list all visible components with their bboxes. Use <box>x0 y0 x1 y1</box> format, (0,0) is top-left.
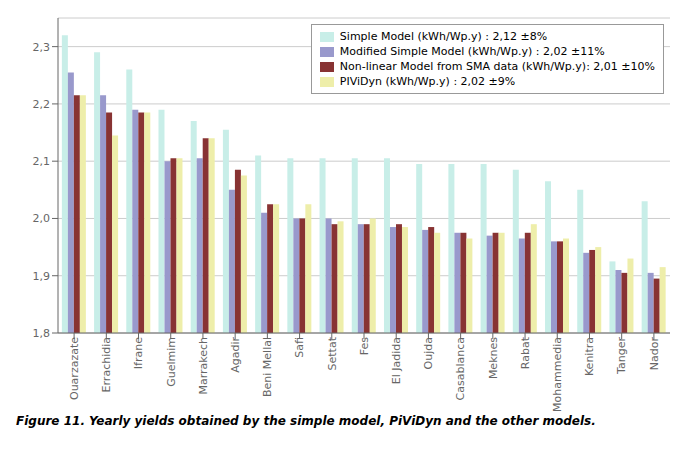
svg-text:Rabat: Rabat <box>519 336 532 369</box>
svg-text:1,9: 1,9 <box>33 270 51 283</box>
svg-text:Casablanca: Casablanca <box>454 337 467 400</box>
svg-text:Ouarzazate: Ouarzazate <box>68 337 81 400</box>
svg-text:Ifrane: Ifrane <box>132 337 145 369</box>
html-text:Figure 11. Yearly yields obtai: Figure 11. Yearly yields obtained by the… <box>16 414 596 428</box>
html-text:Simple Model (kWh/Wp.y) : 2,12: Simple Model (kWh/Wp.y) : 2,12 ±8% <box>339 30 548 43</box>
svg-text:Settat: Settat <box>326 336 339 370</box>
html-text:PIViDyn (kWh/Wp.y) : 2,02 ±9%: PIViDyn (kWh/Wp.y) : 2,02 ±9% <box>339 75 516 88</box>
svg-text:1,8: 1,8 <box>33 327 51 340</box>
html-text:Non-linear Model from SMA data: Non-linear Model from SMA data (kWh/Wp.y… <box>339 60 655 73</box>
svg-text:2,0: 2,0 <box>33 212 51 225</box>
svg-text:Errachidia: Errachidia <box>100 337 113 392</box>
svg-text:Guelmim: Guelmim <box>165 337 178 387</box>
svg-text:Beni Mellal: Beni Mellal <box>261 337 274 397</box>
svg-text:2,1: 2,1 <box>33 155 51 168</box>
svg-text:Nador: Nador <box>648 337 661 371</box>
svg-text:El Jadida: El Jadida <box>390 337 403 384</box>
svg-text:Kenitra: Kenitra <box>583 337 596 376</box>
svg-text:Oujda: Oujda <box>422 337 435 369</box>
svg-text:2,3: 2,3 <box>33 41 51 54</box>
svg-text:Marrakech: Marrakech <box>197 337 210 395</box>
svg-text:Fes: Fes <box>358 337 371 355</box>
html-text:Modified Simple Model (kWh/Wp.: Modified Simple Model (kWh/Wp.y) : 2,02 … <box>339 45 605 58</box>
svg-text:Meknes: Meknes <box>487 337 500 379</box>
svg-text:2,2: 2,2 <box>33 98 51 111</box>
svg-text:Safi: Safi <box>293 337 306 358</box>
svg-text:Tanger: Tanger <box>615 337 628 375</box>
svg-text:Mohammedia: Mohammedia <box>551 337 564 412</box>
svg-text:Agadir: Agadir <box>229 337 242 373</box>
